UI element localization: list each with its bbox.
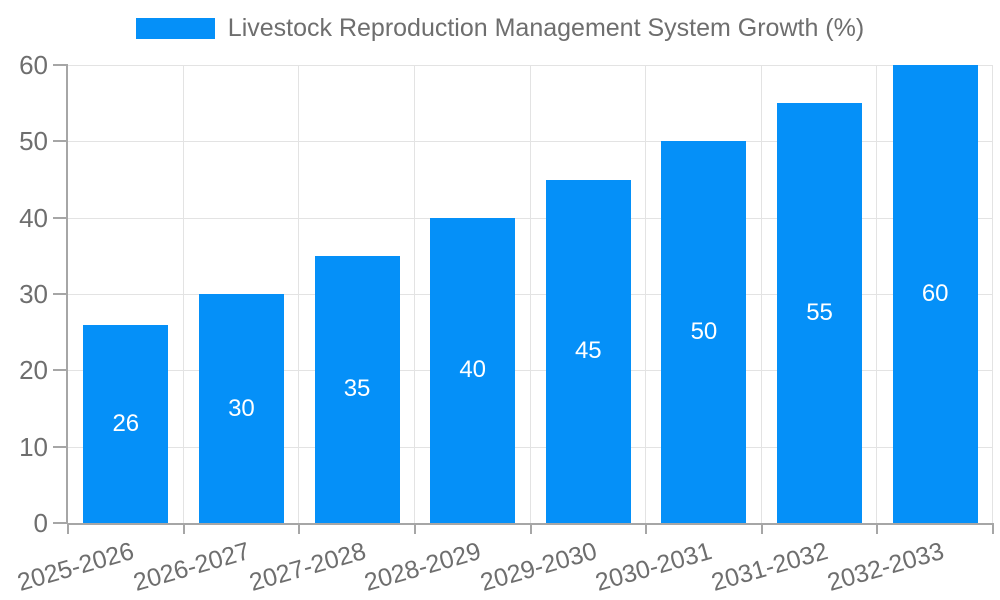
- y-tick-label: 30: [19, 279, 48, 309]
- y-tick-label: 50: [19, 126, 48, 157]
- gridline-vertical: [760, 65, 762, 523]
- bar-value-label: 26: [112, 409, 140, 437]
- bar-value-label: 45: [574, 337, 602, 365]
- bar: 50: [661, 141, 747, 523]
- bar-value-label: 50: [690, 318, 718, 346]
- gridline-vertical: [413, 65, 415, 523]
- x-tick-mark: [645, 523, 648, 534]
- y-tick-label: 60: [19, 50, 48, 80]
- bar: 60: [892, 65, 978, 523]
- y-tick-mark: [53, 293, 68, 295]
- bar: 40: [430, 217, 516, 523]
- x-tick-mark: [67, 523, 69, 534]
- gridline-horizontal: [68, 446, 993, 448]
- bar: 45: [545, 179, 631, 523]
- y-tick-mark: [53, 522, 68, 524]
- gridline-horizontal: [68, 370, 993, 372]
- x-tick-mark: [992, 523, 994, 534]
- y-tick-label: 0: [33, 508, 48, 538]
- x-tick-label: 2031-2032: [708, 537, 832, 597]
- bar-value-label: 30: [228, 394, 255, 422]
- legend-label: Livestock Reproduction Management System…: [227, 14, 865, 42]
- gridline-horizontal: [68, 294, 993, 295]
- x-tick-label: 2028-2029: [361, 537, 485, 597]
- gridline-vertical: [645, 65, 647, 523]
- bar: 30: [198, 294, 284, 523]
- x-tick-mark: [760, 523, 763, 534]
- gridline-horizontal: [68, 141, 993, 143]
- gridline-vertical: [529, 65, 531, 523]
- gridline-vertical: [992, 65, 993, 523]
- legend-swatch: [135, 18, 215, 39]
- y-tick-label: 40: [19, 202, 48, 233]
- y-tick-label: 10: [19, 431, 48, 462]
- bar: 55: [777, 103, 863, 523]
- x-tick-label: 2029-2030: [477, 537, 600, 597]
- x-tick-mark: [529, 523, 532, 534]
- gridline-horizontal: [68, 65, 993, 66]
- bar-value-label: 55: [806, 299, 833, 327]
- y-tick-mark: [53, 64, 68, 66]
- bar-value-label: 40: [459, 356, 487, 384]
- bar-value-label: 35: [343, 375, 371, 403]
- x-tick-label: 2026-2027: [130, 537, 253, 597]
- gridline-horizontal: [68, 217, 993, 219]
- x-tick-label: 2027-2028: [245, 537, 369, 597]
- chart-legend[interactable]: Livestock Reproduction Management System…: [0, 14, 1000, 43]
- y-tick-mark: [53, 445, 68, 448]
- y-tick-label: 20: [19, 355, 48, 386]
- gridline-vertical: [298, 65, 300, 523]
- x-tick-label: 2032-2033: [823, 537, 947, 597]
- x-tick-mark: [413, 523, 416, 534]
- y-tick-mark: [53, 369, 68, 372]
- gridline-vertical: [876, 65, 878, 523]
- x-tick-label: 2025-2026: [14, 537, 138, 597]
- bar-value-label: 60: [921, 280, 949, 307]
- gridline-vertical: [182, 65, 184, 523]
- y-tick-mark: [53, 140, 68, 143]
- bar: 26: [83, 324, 169, 523]
- x-tick-label: 2030-2031: [592, 537, 716, 597]
- bar: 35: [314, 255, 400, 523]
- x-tick-mark: [876, 523, 879, 534]
- y-tick-mark: [53, 216, 68, 219]
- x-tick-mark: [182, 523, 185, 534]
- plot-area: 26 30 35 40 45 50 55 60: [66, 65, 993, 525]
- x-tick-mark: [298, 523, 301, 534]
